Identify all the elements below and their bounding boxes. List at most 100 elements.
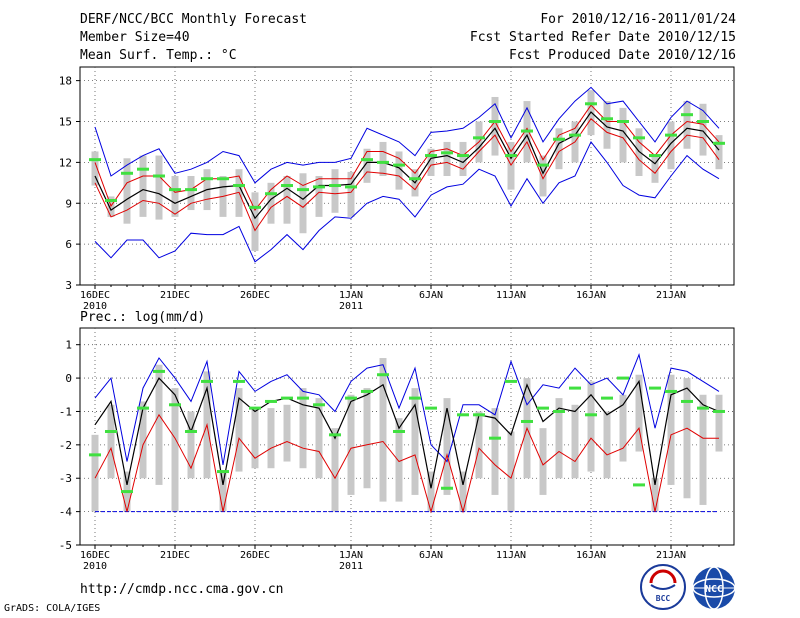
temp-marker [361, 158, 373, 162]
prec-marker [361, 389, 373, 393]
prec-marker [649, 386, 661, 390]
prec-spread-box [491, 408, 499, 495]
prec-marker [345, 396, 357, 400]
temp-spread-box [251, 192, 259, 251]
prec-xtick-label: 26DEC [240, 550, 270, 561]
prec-marker [329, 433, 341, 437]
temp-series-ensemble-max [94, 86, 720, 184]
prec-marker [537, 406, 549, 410]
prec-spread-box [603, 411, 611, 479]
temp-ytick-label: 15 [59, 116, 72, 129]
temp-spread-box [539, 155, 547, 197]
prec-xtick-label: 6JAN [419, 550, 443, 561]
prec-xtick-label: 11JAN [496, 550, 526, 561]
prec-marker [409, 396, 421, 400]
temp-marker [617, 120, 629, 123]
prec-marker [489, 436, 501, 440]
prec-spread-box [715, 394, 723, 452]
prec-spread-box [235, 388, 243, 472]
prec-marker [505, 379, 517, 383]
prec-spread-box [683, 378, 691, 499]
prec-marker [201, 379, 213, 383]
prec-marker [217, 470, 229, 474]
temp-ytick-label: 12 [59, 156, 72, 169]
prec-marker [89, 453, 101, 457]
prec-spread-box [267, 408, 275, 469]
prec-marker [121, 490, 133, 494]
prec-ytick-label: -4 [59, 506, 73, 519]
temp-marker [409, 177, 421, 181]
temp-spread-box [123, 158, 131, 224]
prec-spread-box [395, 418, 403, 502]
temp-marker [169, 188, 181, 192]
prec-marker [553, 409, 565, 413]
temp-marker [313, 185, 325, 189]
temp-marker [649, 154, 661, 158]
prec-spread-box [619, 394, 627, 462]
temp-spread-box [331, 169, 339, 213]
prec-xtick-label: 16DEC [80, 550, 110, 561]
prec-spread-box [555, 398, 563, 479]
temp-marker [89, 158, 101, 162]
temp-marker [537, 163, 549, 167]
temp-xtick-year: 2010 [83, 301, 107, 312]
prec-marker [425, 406, 437, 410]
temp-spread-box [299, 173, 307, 234]
prec-xtick-label: 1JAN [339, 550, 363, 561]
prec-marker [617, 376, 629, 380]
temp-spread-box [699, 103, 707, 156]
prec-marker [681, 399, 693, 403]
prec-marker [377, 373, 389, 377]
prec-xtick-label: 21DEC [160, 550, 190, 561]
variable-label: Mean Surf. Temp.: °C [80, 48, 237, 63]
prec-spread-box [315, 398, 323, 479]
prec-spread-box [91, 434, 99, 512]
temp-spread-box [667, 121, 675, 170]
prec-marker [569, 386, 581, 390]
temp-series-ensemble-min [94, 140, 720, 263]
prec-marker [473, 413, 485, 417]
prec-spread-box [251, 408, 259, 469]
temp-marker [217, 177, 229, 181]
prec-spread-box [443, 398, 451, 495]
prec-spread-box [475, 411, 483, 479]
prec-marker [441, 486, 453, 490]
prec-spread-box [107, 404, 115, 479]
prec-marker [153, 369, 165, 373]
temp-xtick-label: 6JAN [419, 290, 443, 301]
temp-marker [681, 113, 693, 117]
prec-spread-box [635, 374, 643, 452]
prec-spread-box [299, 388, 307, 469]
prec-spread-box [155, 364, 163, 485]
temp-marker [441, 151, 453, 155]
temp-marker [121, 171, 133, 175]
temp-spread-box [651, 155, 659, 183]
temp-marker [393, 163, 405, 167]
temp-marker [377, 160, 389, 164]
temp-marker [665, 133, 677, 137]
prec-spread-box [507, 431, 515, 512]
temp-spread-box [139, 155, 147, 217]
prec-series-ensemble-mean [94, 377, 720, 489]
prec-marker [249, 406, 261, 410]
temp-xtick-label: 21JAN [656, 290, 686, 301]
temp-marker [633, 136, 645, 140]
temp-spread-box [155, 155, 163, 220]
temp-spread-box [683, 101, 691, 149]
temp-spread-box [427, 148, 435, 176]
temp-xtick-year: 2011 [339, 301, 363, 312]
prec-spread-box [667, 374, 675, 485]
temp-xtick-label: 1JAN [339, 290, 363, 301]
temp-series-upper-quantile [94, 104, 720, 212]
temp-spread-box [619, 107, 627, 163]
temp-xtick-label: 26DEC [240, 290, 270, 301]
prec-spread-box [139, 401, 147, 479]
prec-spread-box [699, 394, 707, 505]
chart-title: DERF/NCC/BCC Monthly Forecast [80, 12, 307, 27]
site-url[interactable]: http://cmdp.ncc.cma.gov.cn [80, 582, 284, 597]
prec-spread-box [283, 404, 291, 462]
temp-ytick-label: 18 [59, 75, 72, 88]
prec-marker [521, 419, 533, 423]
temp-marker [265, 192, 277, 196]
